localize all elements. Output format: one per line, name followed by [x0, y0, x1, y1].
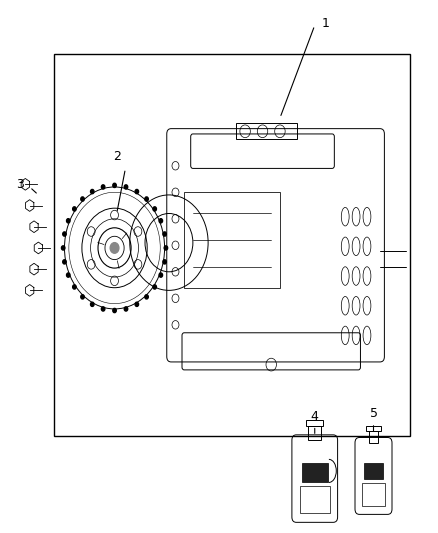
Text: 5: 5 [370, 407, 378, 420]
Circle shape [101, 307, 105, 311]
Circle shape [163, 232, 166, 236]
Circle shape [73, 285, 76, 289]
Text: 3: 3 [16, 178, 24, 191]
Circle shape [63, 232, 66, 236]
Text: 2: 2 [113, 150, 120, 163]
Circle shape [159, 273, 162, 277]
Circle shape [63, 260, 66, 264]
Circle shape [135, 302, 138, 306]
Text: 4: 4 [311, 410, 319, 423]
Circle shape [113, 309, 116, 313]
Circle shape [145, 295, 148, 299]
Bar [362, 482, 385, 506]
Circle shape [124, 185, 128, 189]
Circle shape [153, 207, 156, 211]
Bar [306, 420, 323, 426]
Circle shape [159, 219, 162, 223]
Circle shape [124, 307, 128, 311]
Circle shape [163, 260, 166, 264]
Circle shape [113, 183, 116, 188]
Circle shape [164, 246, 168, 250]
Bar [237, 123, 297, 139]
Circle shape [135, 189, 138, 193]
Circle shape [91, 189, 94, 193]
Bar [184, 192, 280, 288]
Bar [300, 486, 329, 513]
Circle shape [67, 219, 70, 223]
Circle shape [67, 273, 70, 277]
Circle shape [73, 207, 76, 211]
Circle shape [81, 197, 84, 201]
Text: 1: 1 [321, 17, 329, 30]
Bar [368, 431, 378, 443]
Circle shape [153, 285, 156, 289]
Circle shape [145, 197, 148, 201]
Bar [364, 463, 383, 479]
Bar [308, 426, 321, 440]
Bar [366, 425, 381, 431]
Circle shape [91, 302, 94, 306]
Bar [53, 54, 410, 436]
Bar [302, 463, 328, 482]
Circle shape [61, 246, 65, 250]
Circle shape [81, 295, 84, 299]
Circle shape [101, 185, 105, 189]
Circle shape [110, 243, 119, 253]
